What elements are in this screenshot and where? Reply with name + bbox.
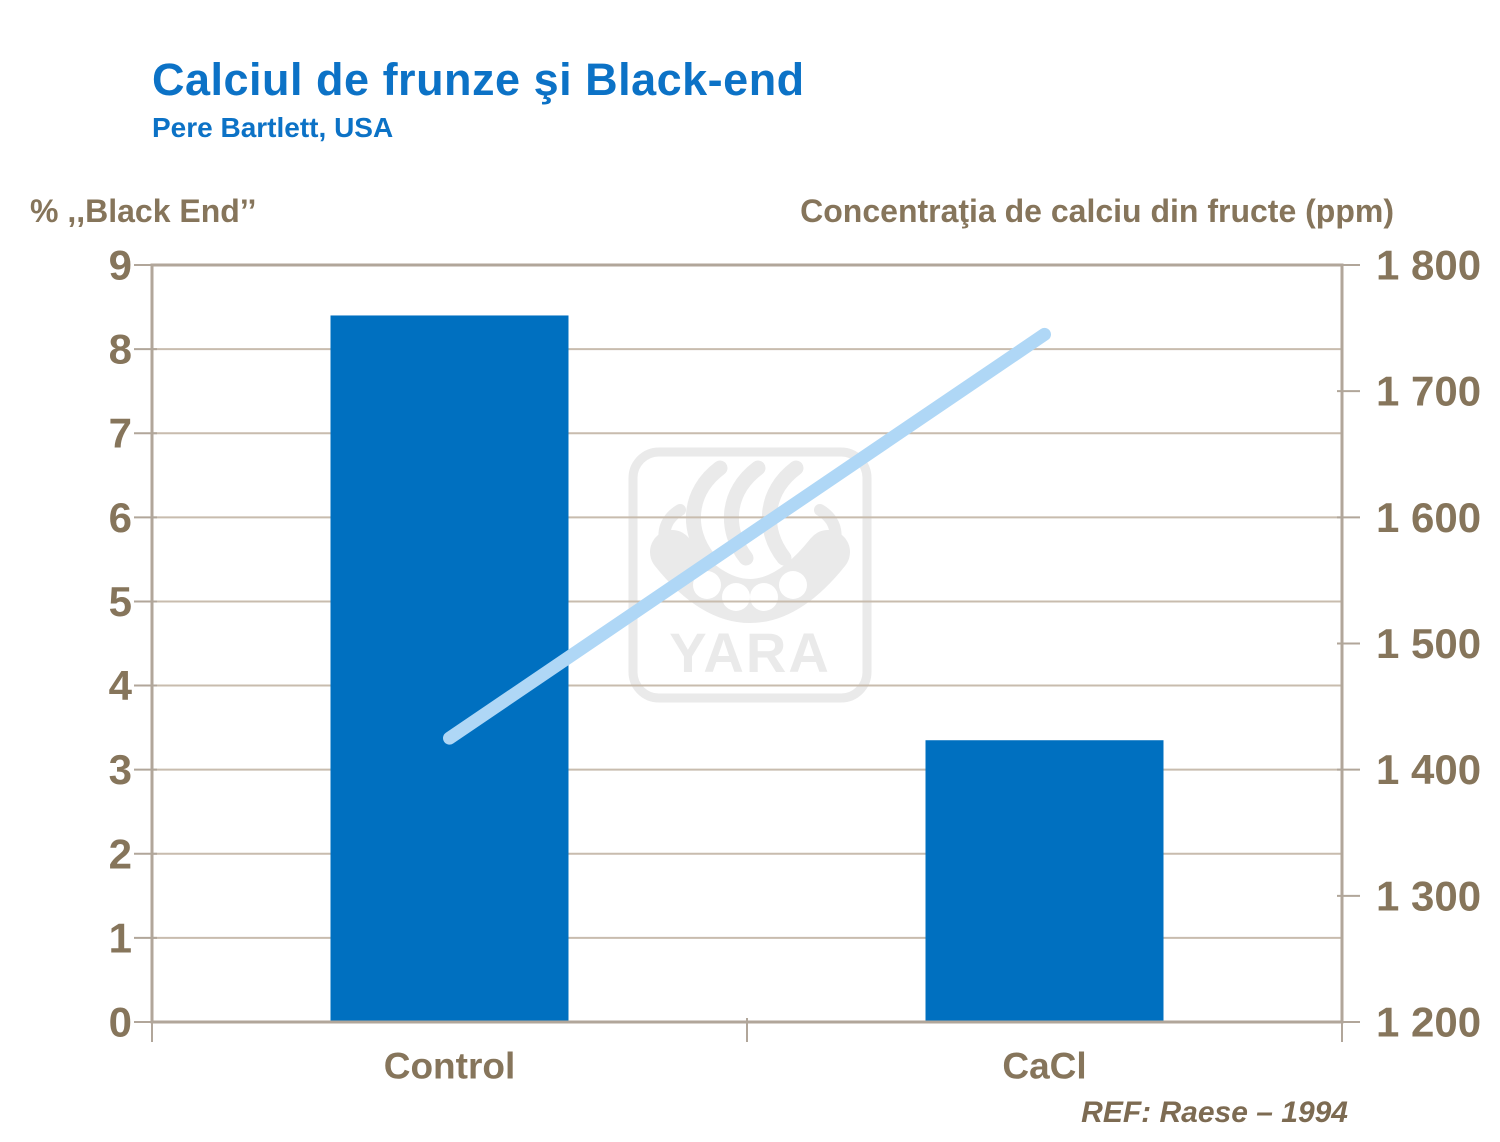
ship-shield-icon xyxy=(779,571,807,599)
bar-control xyxy=(330,315,569,1022)
calcium-trend-line xyxy=(443,327,1051,745)
left-axis-tick-label: 8 xyxy=(109,326,132,373)
right-axis-tick-label: 1 300 xyxy=(1376,872,1481,919)
right-axis-tick-label: 1 600 xyxy=(1376,494,1481,541)
ship-sail-icon xyxy=(685,460,728,566)
chart-title: Calciul de frunze şi Black-end xyxy=(152,54,805,105)
left-axis-tick-label: 6 xyxy=(109,494,132,541)
left-axis-tick-label: 5 xyxy=(109,578,132,625)
ship-shield-icon xyxy=(693,571,721,599)
ship-prow-icon xyxy=(658,504,686,564)
watermark-frame xyxy=(628,447,872,703)
right-axis-tick-label: 1 700 xyxy=(1376,368,1481,415)
left-axis-tick-label: 4 xyxy=(109,662,133,709)
ship-shield-icon xyxy=(750,583,778,611)
chart-subtitle: Pere Bartlett, USA xyxy=(152,112,394,143)
ship-shield-icon xyxy=(722,583,750,611)
left-axis-tick-label: 9 xyxy=(109,242,132,289)
left-axis-tick-label: 2 xyxy=(109,830,132,877)
right-axis-title: Concentraţia de calciu din fructe (ppm) xyxy=(800,193,1394,229)
left-axis-tick-label: 1 xyxy=(109,914,132,961)
right-axis-tick-label: 1 800 xyxy=(1376,242,1481,289)
left-axis-tick-label: 0 xyxy=(109,999,132,1046)
bar-cacl xyxy=(925,740,1164,1022)
right-axis-tick-label: 1 500 xyxy=(1376,620,1481,667)
ship-sail-icon xyxy=(761,460,804,566)
yara-watermark: YARA xyxy=(628,447,872,703)
ship-stern-icon xyxy=(814,504,842,564)
left-axis-title: % ,,Black End’’ xyxy=(30,193,257,229)
reference-note: REF: Raese – 1994 xyxy=(1081,1096,1348,1129)
left-axis-tick-label: 3 xyxy=(109,746,132,793)
left-axis-tick-label: 7 xyxy=(109,410,132,457)
watermark-text: YARA xyxy=(669,621,831,684)
right-axis-tick-label: 1 200 xyxy=(1376,999,1481,1046)
category-label-control: Control xyxy=(384,1046,516,1087)
right-axis-tick-label: 1 400 xyxy=(1376,746,1481,793)
category-label-cacl: CaCl xyxy=(1002,1046,1086,1087)
